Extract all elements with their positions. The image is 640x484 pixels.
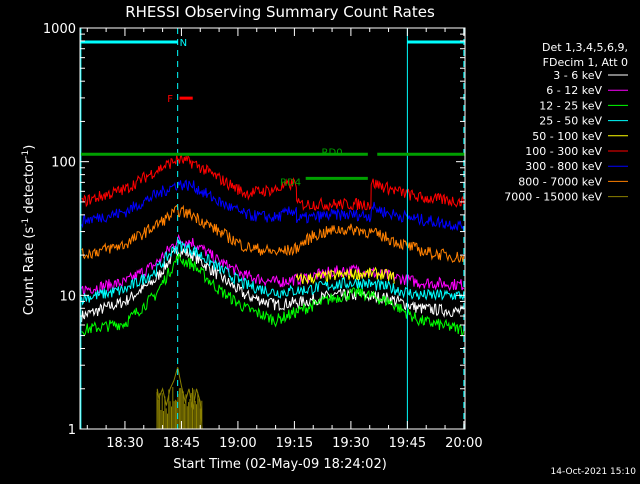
x-axis: 18:30 18:45 19:00 19:15 19:30 19:45 20:00 [86,28,483,451]
x-tick-label: 19:45 [389,436,426,451]
flag-label: F [167,94,173,105]
y-axis: 1 10 100 1000 [43,22,465,438]
x-tick-label: 18:30 [106,436,143,451]
legend-label: 25 - 50 keV [539,115,602,128]
y-label-sup: -1 [21,218,31,227]
x-tick-label: 18:45 [163,436,200,451]
x-tick-label: 19:15 [276,436,313,451]
legend-label: 7000 - 15000 keV [504,191,602,204]
series-line [81,247,465,323]
legend-label: 300 - 800 keV [525,160,602,173]
legend-label: 6 - 12 keV [546,84,602,97]
x-axis-label: Start Time (02-May-09 18:24:02) [173,457,387,472]
y-tick-label: 100 [51,156,76,171]
legend-label: 50 - 100 keV [532,130,602,143]
legend-header: FDecim 1, Att 0 [543,56,628,69]
y-tick-label: 1000 [43,22,76,37]
x-tick-label: 19:30 [332,436,369,451]
y-label-part: ) [22,145,37,150]
legend-label: 3 - 6 keV [553,69,602,82]
series-line [81,179,465,232]
series-line [81,204,465,264]
flag-label: RD4 [280,177,301,188]
series-layer [81,154,465,430]
series-line [81,233,465,296]
flag-label: RD0 [322,147,343,158]
series-line [295,266,395,285]
y-axis-label: Count Rate (s-1 detector-1) [21,145,37,316]
y-label-part: detector [22,158,37,218]
legend-label: 100 - 300 keV [525,145,602,158]
legend-header: Det 1,3,4,5,6,9, [542,41,628,54]
series-line [156,367,203,430]
y-tick-label: 10 [59,289,76,304]
y-tick-label: 1 [68,423,76,438]
x-tick-label: 19:00 [219,436,256,451]
series-line [81,239,465,306]
legend: Det 1,3,4,5,6,9, FDecim 1, Att 03 - 6 keV… [504,41,628,204]
y-label-part: Count Rate (s [22,227,37,316]
y-label-sup: -1 [21,150,31,159]
series-line [81,253,465,337]
x-tick-label: 20:00 [445,436,482,451]
footer-date: 14-Oct-2021 15:10 [551,467,637,477]
series-line [81,154,465,212]
legend-label: 12 - 25 keV [539,99,602,112]
chart-title: RHESSI Observing Summary Count Rates [125,3,435,21]
legend-label: 800 - 7000 keV [518,175,602,188]
flag-label: N [180,38,187,49]
marker-layer: N F RD0 RD4 [80,28,465,429]
plot-frame [79,27,466,430]
